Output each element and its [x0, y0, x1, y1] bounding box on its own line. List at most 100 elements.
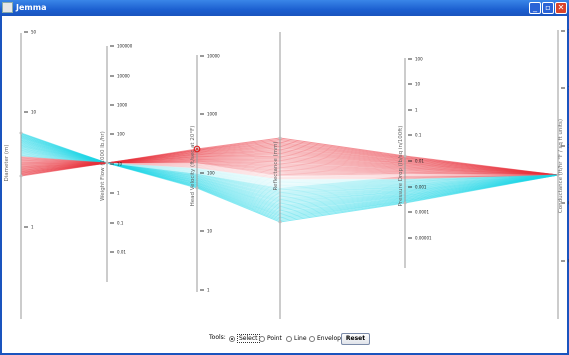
envelope-label: Envelope [317, 335, 345, 342]
envelope-radio[interactable]: Envelope [309, 333, 345, 345]
envelope-line-left [20, 146, 108, 164]
envelope-highlight [107, 163, 558, 188]
envelope-line-left [20, 135, 108, 164]
axis-label: Weight Flow (1000 lb./hr) [100, 131, 106, 201]
tick-label: 0.01 [415, 159, 424, 164]
window-title: Jemma [16, 3, 47, 12]
envelope-line-left [20, 147, 108, 164]
envelope-line-left [20, 161, 108, 164]
envelope-vertex [556, 173, 560, 177]
envelope-line-left [20, 162, 108, 169]
minimize-button[interactable]: _ [529, 2, 541, 14]
tick-label: 100000 [117, 44, 133, 49]
envelope-line-left [20, 162, 108, 165]
envelope-vertex [278, 136, 282, 140]
envelope-line-left [20, 159, 108, 164]
radio-dot-icon [259, 335, 265, 342]
envelope-vertex [105, 161, 109, 165]
envelope-line-left [20, 136, 108, 164]
select-radio[interactable]: Select [229, 333, 260, 345]
envelope-line-left [20, 139, 108, 164]
tick-label: 1 [415, 108, 418, 113]
axis-label: Reflectance (mm) [273, 141, 279, 190]
radio-dot-icon [229, 335, 235, 342]
envelope-line-left [20, 145, 108, 164]
envelope-line-left [20, 154, 108, 164]
reset-button[interactable]: Reset [341, 333, 370, 345]
tick-label: 100 [207, 171, 215, 176]
axis-label: Pressure Drop (lb/sq in/100ft) [398, 126, 404, 207]
tick-label: 50 [31, 30, 37, 35]
tick-label: 1000 [207, 112, 218, 117]
envelope-vertex [19, 174, 23, 178]
tools-bar: Tools: Select Point Line Envelope Reset [0, 330, 569, 348]
select-label: Select [237, 334, 260, 343]
envelope-line-left [20, 161, 108, 164]
envelope-line-left [20, 162, 108, 166]
tick-label: 1 [207, 288, 210, 293]
tick-label: 100 [415, 57, 423, 62]
envelope-line-left [20, 156, 108, 164]
tick-label: 0.001 [415, 185, 427, 190]
envelope-line-left [20, 162, 108, 167]
selected-point-center [196, 148, 198, 150]
envelope-line-left [20, 149, 108, 164]
tick-label: 10 [415, 82, 421, 87]
envelope-line-left [20, 139, 108, 164]
envelope-line-left [20, 153, 108, 164]
axes-group: 50 10 1 Diameter (m) 100000 10000 1000 100 10 1 0.… [4, 29, 569, 319]
line-radio[interactable]: Line [286, 333, 307, 345]
tick-label: 10 [31, 110, 37, 115]
tick-label: 10000 [117, 74, 130, 79]
tick-label: 0.01 [117, 250, 126, 255]
tick-label: 0.0001 [415, 210, 429, 215]
tick-label: 100 [117, 132, 125, 137]
tick-label: 1 [117, 191, 120, 196]
maximize-button[interactable]: ▫ [542, 2, 554, 14]
envelope-line-left [20, 150, 108, 164]
axis-label: Diameter (m) [4, 144, 10, 181]
envelope-line-left [20, 162, 108, 168]
envelope-line-left [20, 162, 108, 165]
app-icon [2, 2, 13, 13]
envelope-line-left [20, 146, 108, 164]
tick-label: 10000 [207, 54, 220, 59]
axis-label: Head Velocity (ft/sec at 20°F) [190, 126, 196, 207]
envelope-line-left [20, 137, 108, 164]
envelope-line-left [20, 140, 108, 164]
envelope-line-left [20, 158, 108, 164]
tick-label: 10 [207, 229, 213, 234]
envelope-vertex [403, 201, 407, 205]
envelope-line-left [20, 155, 108, 164]
tick-label: 1000 [117, 103, 128, 108]
envelope-line-left [20, 152, 108, 164]
envelope-line-left [20, 162, 108, 170]
envelope-line-left [20, 144, 108, 164]
tick-label: 0.00001 [415, 236, 432, 241]
radio-dot-icon [309, 335, 315, 342]
line-label: Line [294, 335, 307, 342]
radio-dot-icon [286, 335, 292, 342]
axis-label: Conductance (ft/hr °F / sq ft units) [558, 119, 564, 213]
envelope-vertex [278, 220, 282, 224]
envelope-line-left [20, 162, 108, 171]
envelope-line-left [20, 162, 108, 168]
envelope-vertex [195, 186, 199, 190]
tick-label: 0.1 [117, 221, 124, 226]
point-label: Point [267, 335, 282, 342]
envelope-line-left [20, 141, 108, 164]
tick-label: 1 [31, 225, 34, 230]
parallel-coordinates-plot[interactable]: 50 10 1 Diameter (m) 100000 10000 1000 100 10 1 0.… [0, 16, 569, 330]
envelope-vertex [19, 131, 23, 135]
envelope-line-left [20, 160, 108, 164]
tick-label: 0.1 [415, 133, 422, 138]
envelope-line-left [20, 162, 108, 177]
envelope-line-left [20, 143, 108, 164]
tick-label: 10 [117, 162, 123, 167]
selected-point-marker[interactable] [193, 145, 201, 153]
envelope-line-left [20, 144, 108, 164]
point-radio[interactable]: Point [259, 333, 282, 345]
close-button[interactable]: ✕ [555, 2, 567, 14]
envelope-line-left [20, 156, 108, 164]
envelope-line-left [20, 151, 108, 164]
